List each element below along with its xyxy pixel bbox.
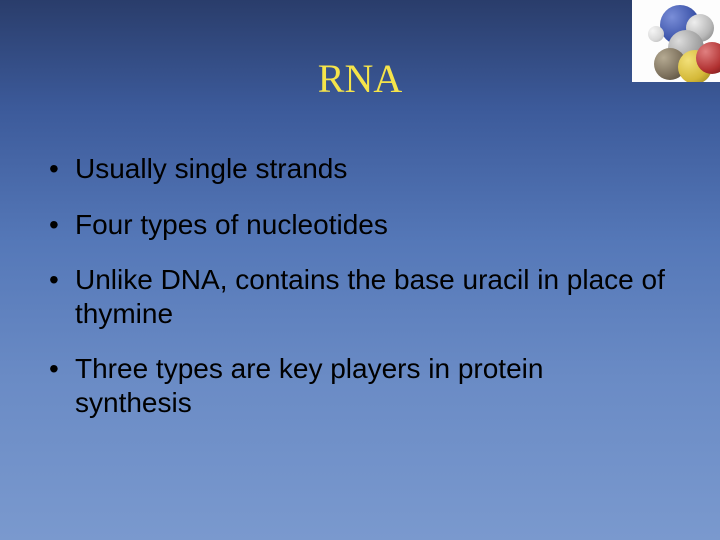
bullet-item: Three types are key players in protein s… [45,352,665,419]
bullet-item: Usually single strands [45,152,665,186]
bullet-list: Usually single strands Four types of nuc… [0,152,720,420]
bullet-item: Unlike DNA, contains the base uracil in … [45,263,665,330]
atom [696,42,720,74]
slide: RNA Usually single strands Four types of… [0,0,720,540]
slide-title: RNA [0,0,720,102]
molecule-icon [632,0,720,82]
bullet-item: Four types of nucleotides [45,208,665,242]
atom [648,26,664,42]
